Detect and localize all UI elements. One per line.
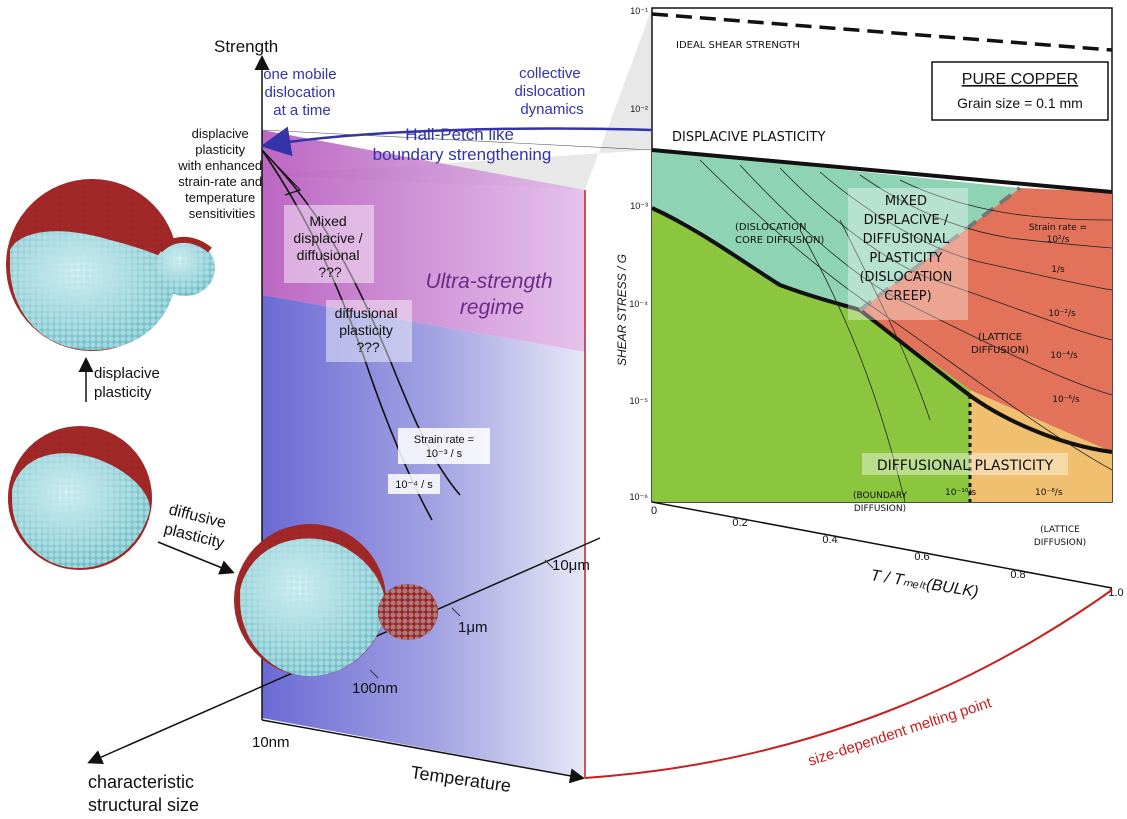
size-tick-10um: 10μm	[552, 557, 590, 574]
deformation-map: IDEAL SHEAR STRENGTH PURE COPPER Grain s…	[615, 6, 1113, 548]
mixed-box-label: Mixed displacive / diffusional ???	[293, 213, 366, 280]
dislocation-core-region	[652, 150, 1020, 310]
dislocation-creep-region	[860, 188, 1112, 452]
x-tick-0: 0	[651, 505, 657, 517]
lattice-diffusion-label-1: (LATTICE DIFFUSION)	[971, 332, 1029, 356]
ultra-strength-label: Ultra-strength regime	[425, 270, 558, 319]
x-tick-08: 0.8	[1010, 569, 1025, 581]
hall-petch-label: Hall-Petch like boundary strengthening	[373, 125, 552, 164]
svg-text:10⁻¹: 10⁻¹	[630, 6, 648, 16]
strain-rate-label: Strain rate =	[414, 434, 474, 446]
svg-text:10⁻⁴: 10⁻⁴	[629, 299, 648, 309]
svg-text:10⁻⁴/s: 10⁻⁴/s	[1050, 351, 1078, 361]
svg-text:1/s: 1/s	[1051, 265, 1065, 275]
svg-text:Strain rate =: Strain rate =	[1029, 223, 1087, 233]
x-tick-02: 0.2	[732, 517, 747, 529]
grain-size-label: Grain size = 0.1 mm	[957, 95, 1083, 111]
yield-marker	[261, 149, 302, 196]
lattice-diffusion-label-2: (LATTICE DIFFUSION)	[1034, 525, 1086, 548]
x-axis-label: T / Tₘₑₗₜ(BULK)	[869, 567, 979, 601]
displacive-plasticity-label: displacive plasticity	[94, 365, 164, 401]
mixed-map-label: MIXED DISPLACIVE / DIFFUSIONAL PLASTICIT…	[859, 194, 956, 304]
atom-cluster-top	[6, 179, 215, 351]
one-mobile-label: one mobile dislocation at a time	[263, 66, 341, 119]
diffusive-plasticity-label: diffusive plasticity	[162, 501, 232, 552]
x-tick-06: 0.6	[914, 551, 929, 563]
strain-rate-labels: Strain rate = 10²/s 1/s 10⁻²/s 10⁻⁴/s 10…	[1029, 223, 1087, 405]
svg-text:10⁻²: 10⁻²	[630, 104, 648, 114]
rate-1e8-label: 10⁻⁸/s	[1035, 488, 1063, 498]
svg-text:10⁻³: 10⁻³	[630, 201, 648, 211]
size-axis-label-1: characteristic	[88, 772, 194, 792]
svg-text:10²/s: 10²/s	[1047, 235, 1070, 245]
diffusional-box-label: diffusional plasticity ???	[335, 305, 402, 355]
atom-cluster-bottom	[234, 524, 438, 676]
strain-rate-low: 10⁻⁴ / s	[395, 479, 433, 491]
size-tick-1um: 1μm	[458, 619, 487, 636]
size-tick-100nm: 100nm	[352, 680, 398, 697]
svg-text:10⁻⁶: 10⁻⁶	[630, 492, 649, 502]
x-tick-04: 0.4	[822, 534, 837, 546]
diffusive-arrow	[157, 541, 235, 575]
dislocation-core-label: (DISLOCATION CORE DIFFUSION)	[735, 222, 824, 246]
atom-cluster-middle	[8, 426, 152, 570]
map-title: PURE COPPER	[962, 71, 1078, 88]
map-x-axis: 0 0.2 0.4 0.6 0.8 1.0 T / Tₘₑₗₜ(BULK)	[651, 501, 1124, 601]
melting-point-curve	[584, 589, 1113, 779]
svg-text:10⁻²/s: 10⁻²/s	[1048, 309, 1076, 319]
ideal-shear-label: IDEAL SHEAR STRENGTH	[676, 40, 800, 51]
strength-axis-label: Strength	[214, 37, 278, 56]
displacive-plasticity-map-label: DISPLACIVE PLASTICITY	[672, 130, 825, 145]
size-axis-label-2: structural size	[88, 795, 199, 815]
strain-rate-value: 10⁻³ / s	[426, 448, 463, 460]
svg-text:10⁻⁵: 10⁻⁵	[630, 396, 649, 406]
svg-text:10⁻⁶/s: 10⁻⁶/s	[1052, 395, 1080, 405]
y-tick-labels: 10⁻¹ 10⁻² 10⁻³ 10⁻⁴ 10⁻⁵ 10⁻⁶	[629, 6, 648, 502]
boundary-diffusion-label: (BOUNDARY DIFFUSION)	[853, 491, 908, 514]
rate-1e10-label: 10⁻¹⁰/s	[945, 488, 976, 498]
displacive-note: displacive plasticity with enhanced stra…	[177, 126, 265, 221]
collective-label: collective dislocation dynamics	[514, 65, 589, 118]
y-axis-label: SHEAR STRESS / G	[615, 254, 629, 366]
size-tick-10nm: 10nm	[252, 734, 290, 751]
ultra-strength-band	[262, 130, 585, 352]
hall-petch-arrow	[260, 126, 653, 157]
diffusional-plasticity-map-label: DIFFUSIONAL PLASTICITY	[877, 458, 1054, 474]
temperature-axis-label: Temperature	[409, 762, 512, 796]
x-tick-10: 1.0	[1108, 587, 1123, 599]
perspective-line	[261, 129, 653, 151]
